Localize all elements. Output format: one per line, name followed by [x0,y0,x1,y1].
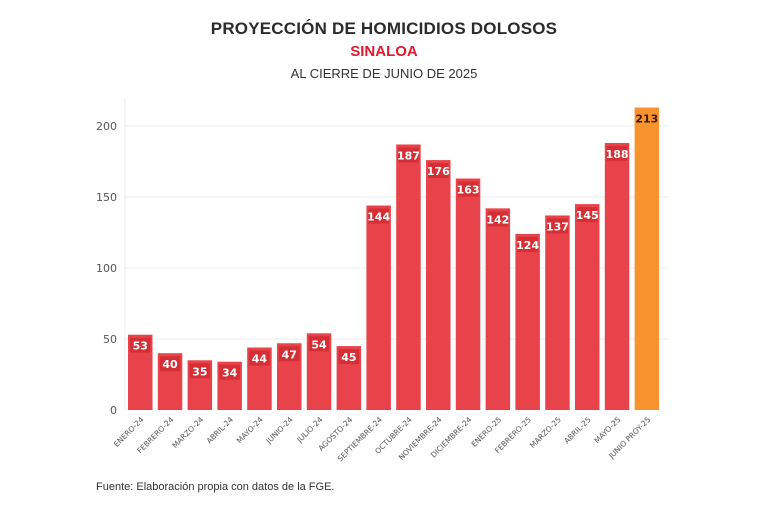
value-label-bg [130,337,151,353]
bar-group: 45 [336,346,362,410]
bar-group: 187 [396,144,421,410]
value-label: 144 [367,211,390,224]
value-label-bg [606,146,628,162]
value-label-bg [338,349,360,365]
value-label: 187 [397,149,420,162]
value-label-bg [279,346,300,362]
value-label: 47 [282,348,297,361]
value-label-bg [577,207,598,223]
bar-group: 188 [604,143,630,411]
bar-group: 163 [455,178,481,410]
value-label: 142 [486,213,509,226]
bar-group: 47 [277,343,302,410]
y-tick-label: 0 [110,404,117,417]
y-tick-label: 50 [103,333,117,346]
value-label: 176 [427,165,450,178]
x-tick-label: ABRIL-25 [562,415,593,446]
bar-group: 54 [306,333,332,410]
x-tick-label: MAYO-25 [592,415,622,445]
source-note: Fuente: Elaboración propia con datos de … [96,481,335,493]
value-label-bg [547,218,568,234]
value-label: 137 [546,220,569,233]
bar-group: 145 [575,204,600,410]
projection-bar [634,107,660,410]
bar [396,144,421,410]
bar-group: 176 [426,160,451,410]
chart-subtitle-date: AL CIERRE DE JUNIO DE 2025 [290,66,478,81]
value-label-bg [517,236,538,252]
y-axis: 0 50 100 150 200 [96,120,117,417]
bar [366,205,391,410]
x-tick-label: MAYO-24 [235,415,265,445]
bar-group: 144 [366,205,391,410]
bar [604,143,630,411]
x-tick-label: JULIO-24 [294,415,324,445]
value-label: 44 [252,353,268,366]
value-label-bg [308,336,330,352]
bar-group: 53 [128,334,153,410]
bar-group: 44 [247,347,272,410]
bar-group: 34 [217,361,242,410]
bar [575,204,600,410]
chart-subtitle-state: SINALOA [350,43,418,60]
value-label-bg [487,211,509,227]
value-label-bg [368,208,389,224]
value-label: 53 [133,340,148,353]
chart-title: PROYECCIÓN DE HOMICIDIOS DOLOSOS [210,19,558,38]
value-label-bg [159,356,181,372]
bar-group: 40 [157,353,183,410]
bar [426,160,451,410]
value-label-bg [428,163,449,179]
bar-group: 137 [545,215,570,410]
y-tick-label: 100 [96,262,117,275]
value-label: 188 [606,148,629,161]
value-label-bg [398,147,419,163]
bar [485,208,511,410]
value-label-bg [457,181,479,197]
bar-group: 213 [634,107,660,410]
bar-group: 142 [485,208,511,410]
value-label: 145 [576,209,599,222]
value-label: 54 [311,338,327,351]
value-label-bg [249,350,270,366]
value-label: 45 [341,351,356,364]
bar [515,233,540,410]
value-label: 163 [457,184,480,197]
x-tick-label: MARZO-24 [170,415,205,450]
bars: 53 40 35 34 44 47 54 45 144 187 176 163 142 124 137 145… [128,107,660,411]
value-label: 213 [635,113,658,126]
x-tick-label: ABRIL-24 [205,415,236,446]
bar-group: 124 [515,233,540,410]
x-tick-label: MARZO-25 [528,415,563,450]
x-tick-label: JUNIO-24 [264,415,295,446]
value-label: 40 [162,358,178,371]
y-tick-label: 150 [96,191,117,204]
bar [455,178,481,410]
value-label-bg [219,364,240,380]
value-label: 34 [222,367,238,380]
bar [545,215,570,410]
value-label: 124 [516,239,539,252]
y-tick-label: 200 [96,120,117,133]
bar-group: 35 [187,360,213,410]
value-label: 35 [192,365,207,378]
value-label-bg [189,363,211,379]
